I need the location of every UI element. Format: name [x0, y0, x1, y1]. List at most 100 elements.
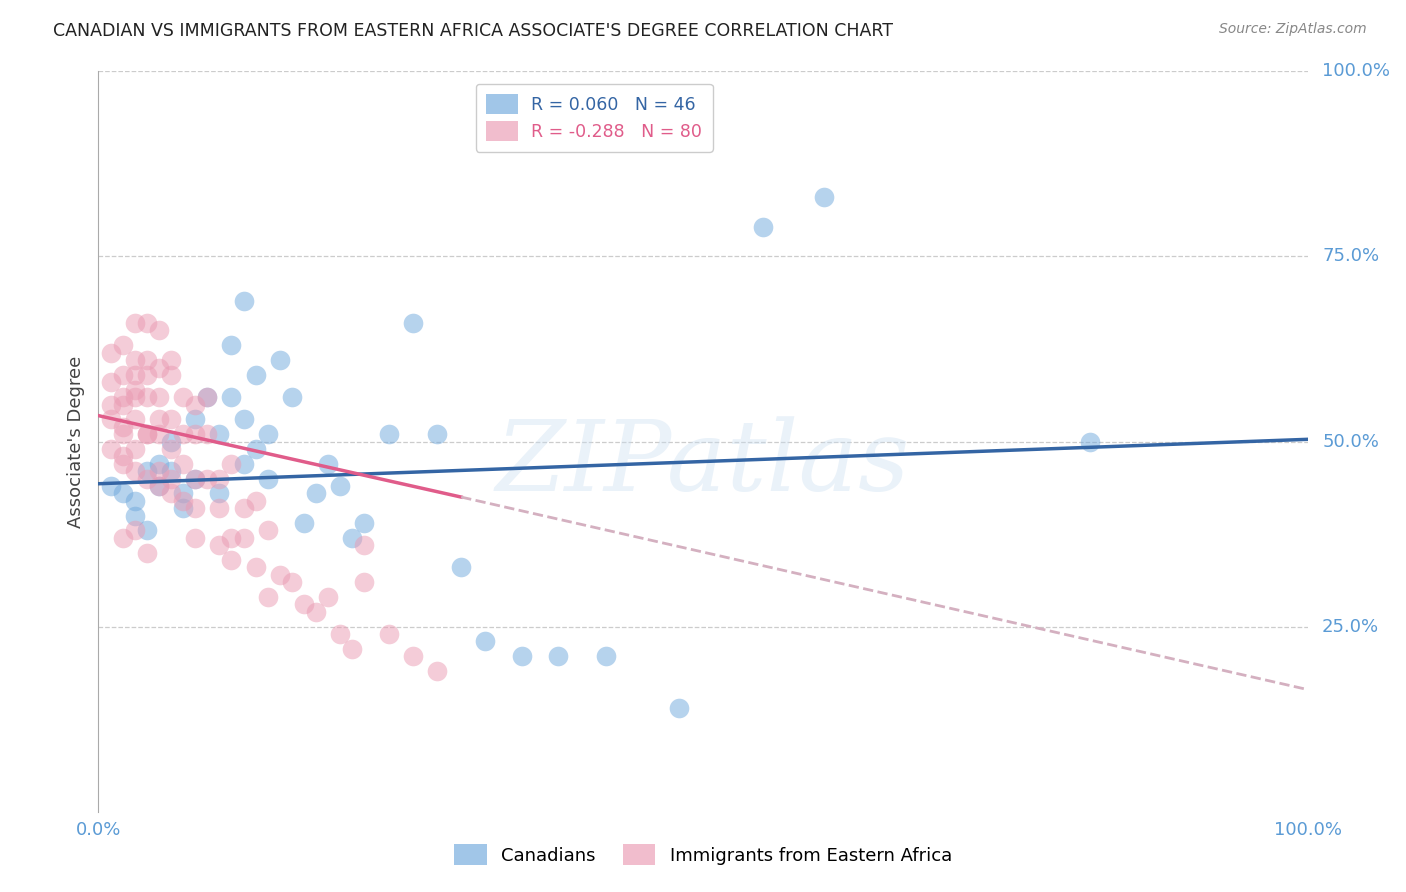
Point	[160, 412, 183, 426]
Point	[160, 442, 183, 456]
Point	[135, 524, 157, 538]
Point	[124, 493, 146, 508]
Text: CANADIAN VS IMMIGRANTS FROM EASTERN AFRICA ASSOCIATE'S DEGREE CORRELATION CHART: CANADIAN VS IMMIGRANTS FROM EASTERN AFRI…	[53, 22, 893, 40]
Point	[124, 383, 146, 397]
Point	[245, 442, 267, 456]
Point	[195, 427, 218, 442]
Point	[281, 390, 304, 404]
Point	[195, 390, 218, 404]
Point	[232, 293, 254, 308]
Point	[353, 516, 375, 530]
Legend: R = 0.060   N = 46, R = -0.288   N = 80: R = 0.060 N = 46, R = -0.288 N = 80	[475, 84, 713, 152]
Point	[124, 390, 146, 404]
Point	[100, 376, 122, 390]
Point	[232, 501, 254, 516]
Point	[124, 368, 146, 382]
Point	[148, 457, 170, 471]
Point	[292, 516, 315, 530]
Point	[184, 471, 207, 485]
Point	[450, 560, 472, 574]
Point	[256, 524, 278, 538]
Point	[172, 486, 194, 500]
Point	[172, 457, 194, 471]
Point	[269, 353, 291, 368]
Point	[135, 427, 157, 442]
Text: 100.0%: 100.0%	[1322, 62, 1391, 80]
Point	[148, 464, 170, 478]
Point	[221, 531, 243, 545]
Point	[184, 501, 207, 516]
Point	[426, 427, 449, 442]
Point	[184, 531, 207, 545]
Point	[100, 345, 122, 359]
Point	[124, 524, 146, 538]
Point	[353, 538, 375, 552]
Point	[221, 553, 243, 567]
Point	[342, 531, 364, 545]
Point	[292, 598, 315, 612]
Point	[124, 508, 146, 523]
Point	[111, 427, 134, 442]
Point	[148, 412, 170, 426]
Point	[124, 353, 146, 368]
Point	[329, 479, 352, 493]
Point	[111, 338, 134, 352]
Point	[124, 316, 146, 330]
Point	[305, 486, 328, 500]
Point	[813, 190, 835, 204]
Point	[111, 368, 134, 382]
Point	[377, 427, 399, 442]
Point	[208, 427, 231, 442]
Point	[281, 575, 304, 590]
Point	[256, 427, 278, 442]
Point	[135, 390, 157, 404]
Point	[752, 219, 775, 234]
Point	[668, 701, 690, 715]
Point	[160, 353, 183, 368]
Point	[402, 649, 425, 664]
Point	[221, 338, 243, 352]
Point	[316, 590, 339, 604]
Point	[111, 531, 134, 545]
Point	[135, 368, 157, 382]
Point	[184, 471, 207, 485]
Point	[1078, 434, 1101, 449]
Point	[100, 479, 122, 493]
Point	[111, 450, 134, 464]
Legend: Canadians, Immigrants from Eastern Africa: Canadians, Immigrants from Eastern Afric…	[447, 837, 959, 872]
Point	[510, 649, 533, 664]
Point	[256, 471, 278, 485]
Point	[172, 493, 194, 508]
Point	[232, 412, 254, 426]
Point	[135, 546, 157, 560]
Point	[135, 353, 157, 368]
Point	[269, 567, 291, 582]
Point	[135, 471, 157, 485]
Point	[148, 479, 170, 493]
Point	[208, 538, 231, 552]
Point	[111, 390, 134, 404]
Point	[172, 427, 194, 442]
Point	[377, 627, 399, 641]
Text: ZIPatlas: ZIPatlas	[496, 416, 910, 511]
Text: Source: ZipAtlas.com: Source: ZipAtlas.com	[1219, 22, 1367, 37]
Point	[135, 427, 157, 442]
Point	[111, 419, 134, 434]
Point	[245, 560, 267, 574]
Point	[474, 634, 496, 648]
Point	[148, 390, 170, 404]
Point	[160, 434, 183, 449]
Point	[111, 486, 134, 500]
Point	[160, 471, 183, 485]
Point	[148, 427, 170, 442]
Point	[184, 427, 207, 442]
Point	[135, 316, 157, 330]
Point	[316, 457, 339, 471]
Point	[221, 390, 243, 404]
Point	[402, 316, 425, 330]
Point	[124, 412, 146, 426]
Point	[232, 457, 254, 471]
Point	[100, 398, 122, 412]
Point	[100, 412, 122, 426]
Point	[135, 464, 157, 478]
